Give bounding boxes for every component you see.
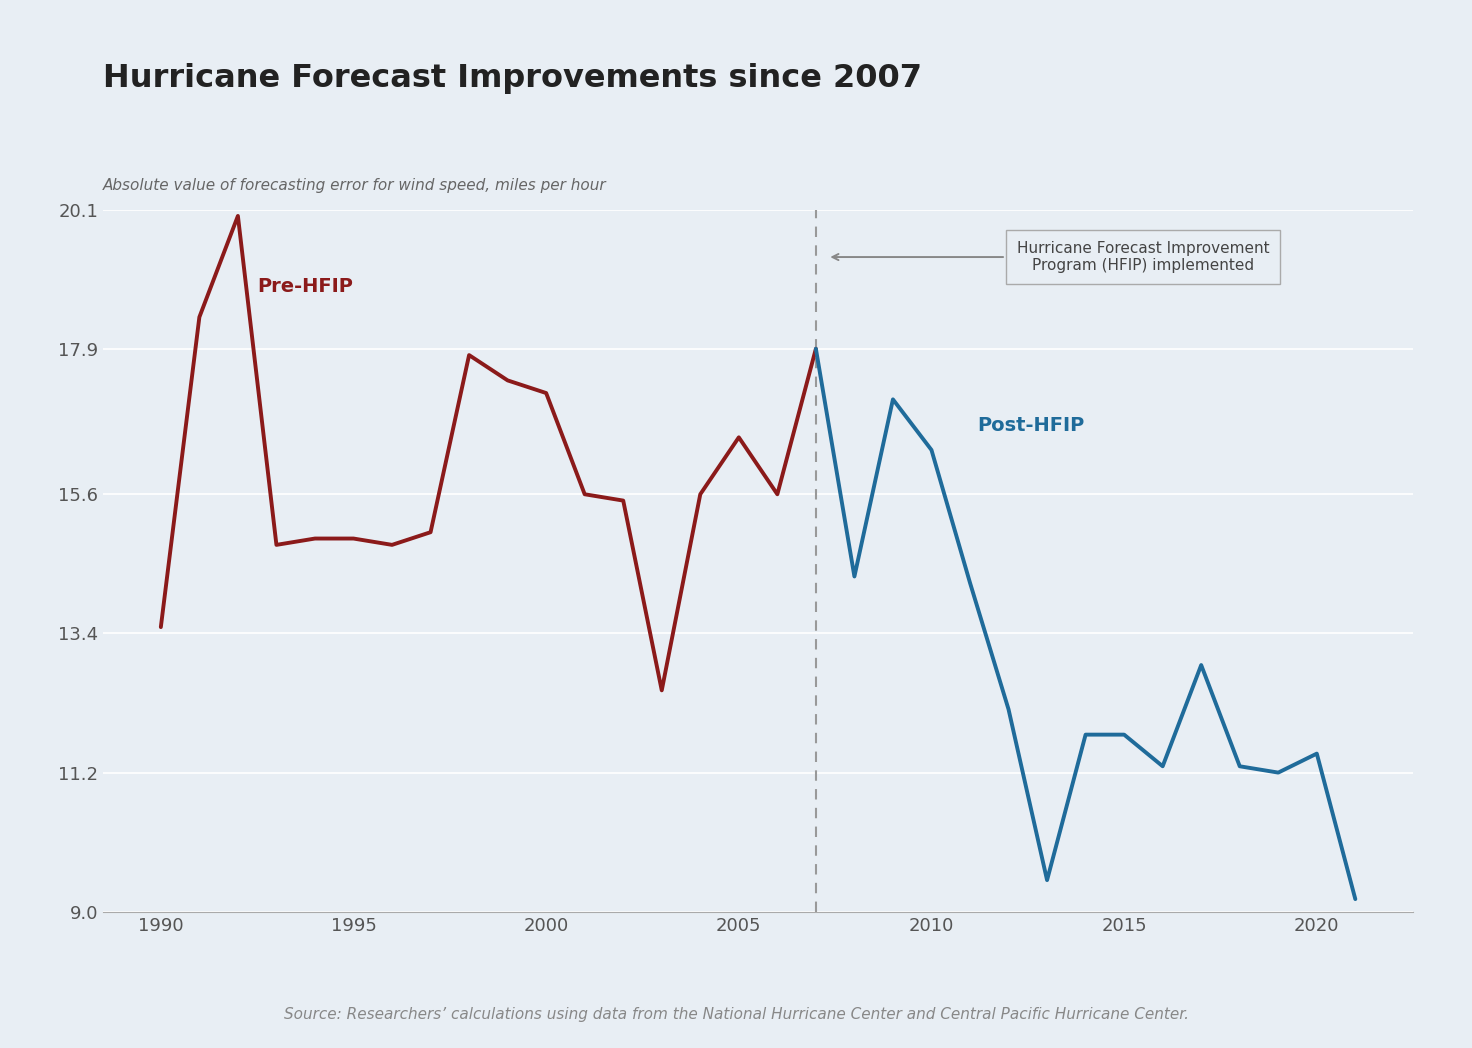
- Text: Absolute value of forecasting error for wind speed, miles per hour: Absolute value of forecasting error for …: [103, 178, 606, 193]
- Text: Source: Researchers’ calculations using data from the National Hurricane Center : Source: Researchers’ calculations using …: [284, 1007, 1188, 1022]
- Text: Hurricane Forecast Improvement
Program (HFIP) implemented: Hurricane Forecast Improvement Program (…: [832, 241, 1270, 274]
- Text: Post-HFIP: Post-HFIP: [977, 416, 1085, 435]
- Text: Hurricane Forecast Improvements since 2007: Hurricane Forecast Improvements since 20…: [103, 63, 921, 94]
- Text: Pre-HFIP: Pre-HFIP: [258, 277, 353, 296]
